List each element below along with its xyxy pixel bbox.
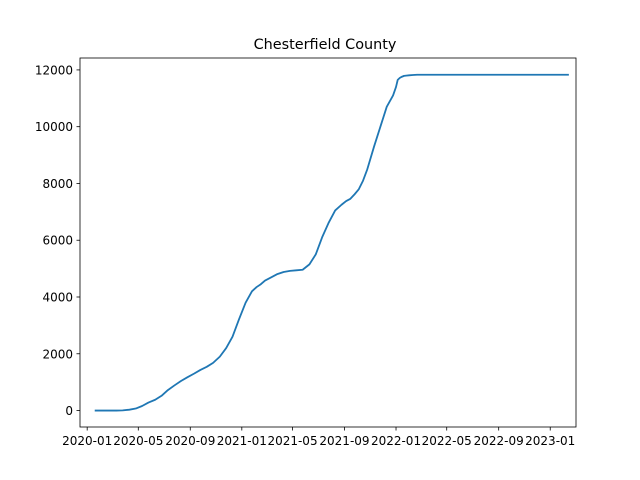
x-tick-label: 2022-09 [474,434,524,448]
x-tick-label: 2020-09 [165,434,215,448]
x-tick-label: 2022-01 [371,434,421,448]
y-tick-label: 2000 [42,347,73,361]
x-tick-label: 2021-01 [217,434,267,448]
y-tick-label: 0 [65,404,73,418]
plot-frame [79,57,577,428]
x-tick-label: 2021-09 [319,434,369,448]
x-tick-label: 2021-05 [267,434,317,448]
series-line [94,73,569,412]
chart-title: Chesterfield County [254,37,397,53]
y-tick-label: 4000 [42,290,73,304]
series-layer [94,73,569,412]
y-tick-label: 8000 [42,177,73,191]
x-tick-label: 2020-05 [113,434,163,448]
x-tick-label: 2020-01 [62,434,112,448]
y-axis: 0 2000 4000 6000 8000 10000 12000 [35,63,80,418]
y-tick-label: 6000 [42,234,73,248]
y-tick-label: 10000 [35,120,73,134]
x-tick-label: 2022-05 [422,434,472,448]
y-tick-label: 12000 [35,63,73,77]
x-axis: 2020-01 2020-05 2020-09 2021-01 2021-05 2021-… [62,427,575,448]
x-tick-label: 2023-01 [525,434,575,448]
